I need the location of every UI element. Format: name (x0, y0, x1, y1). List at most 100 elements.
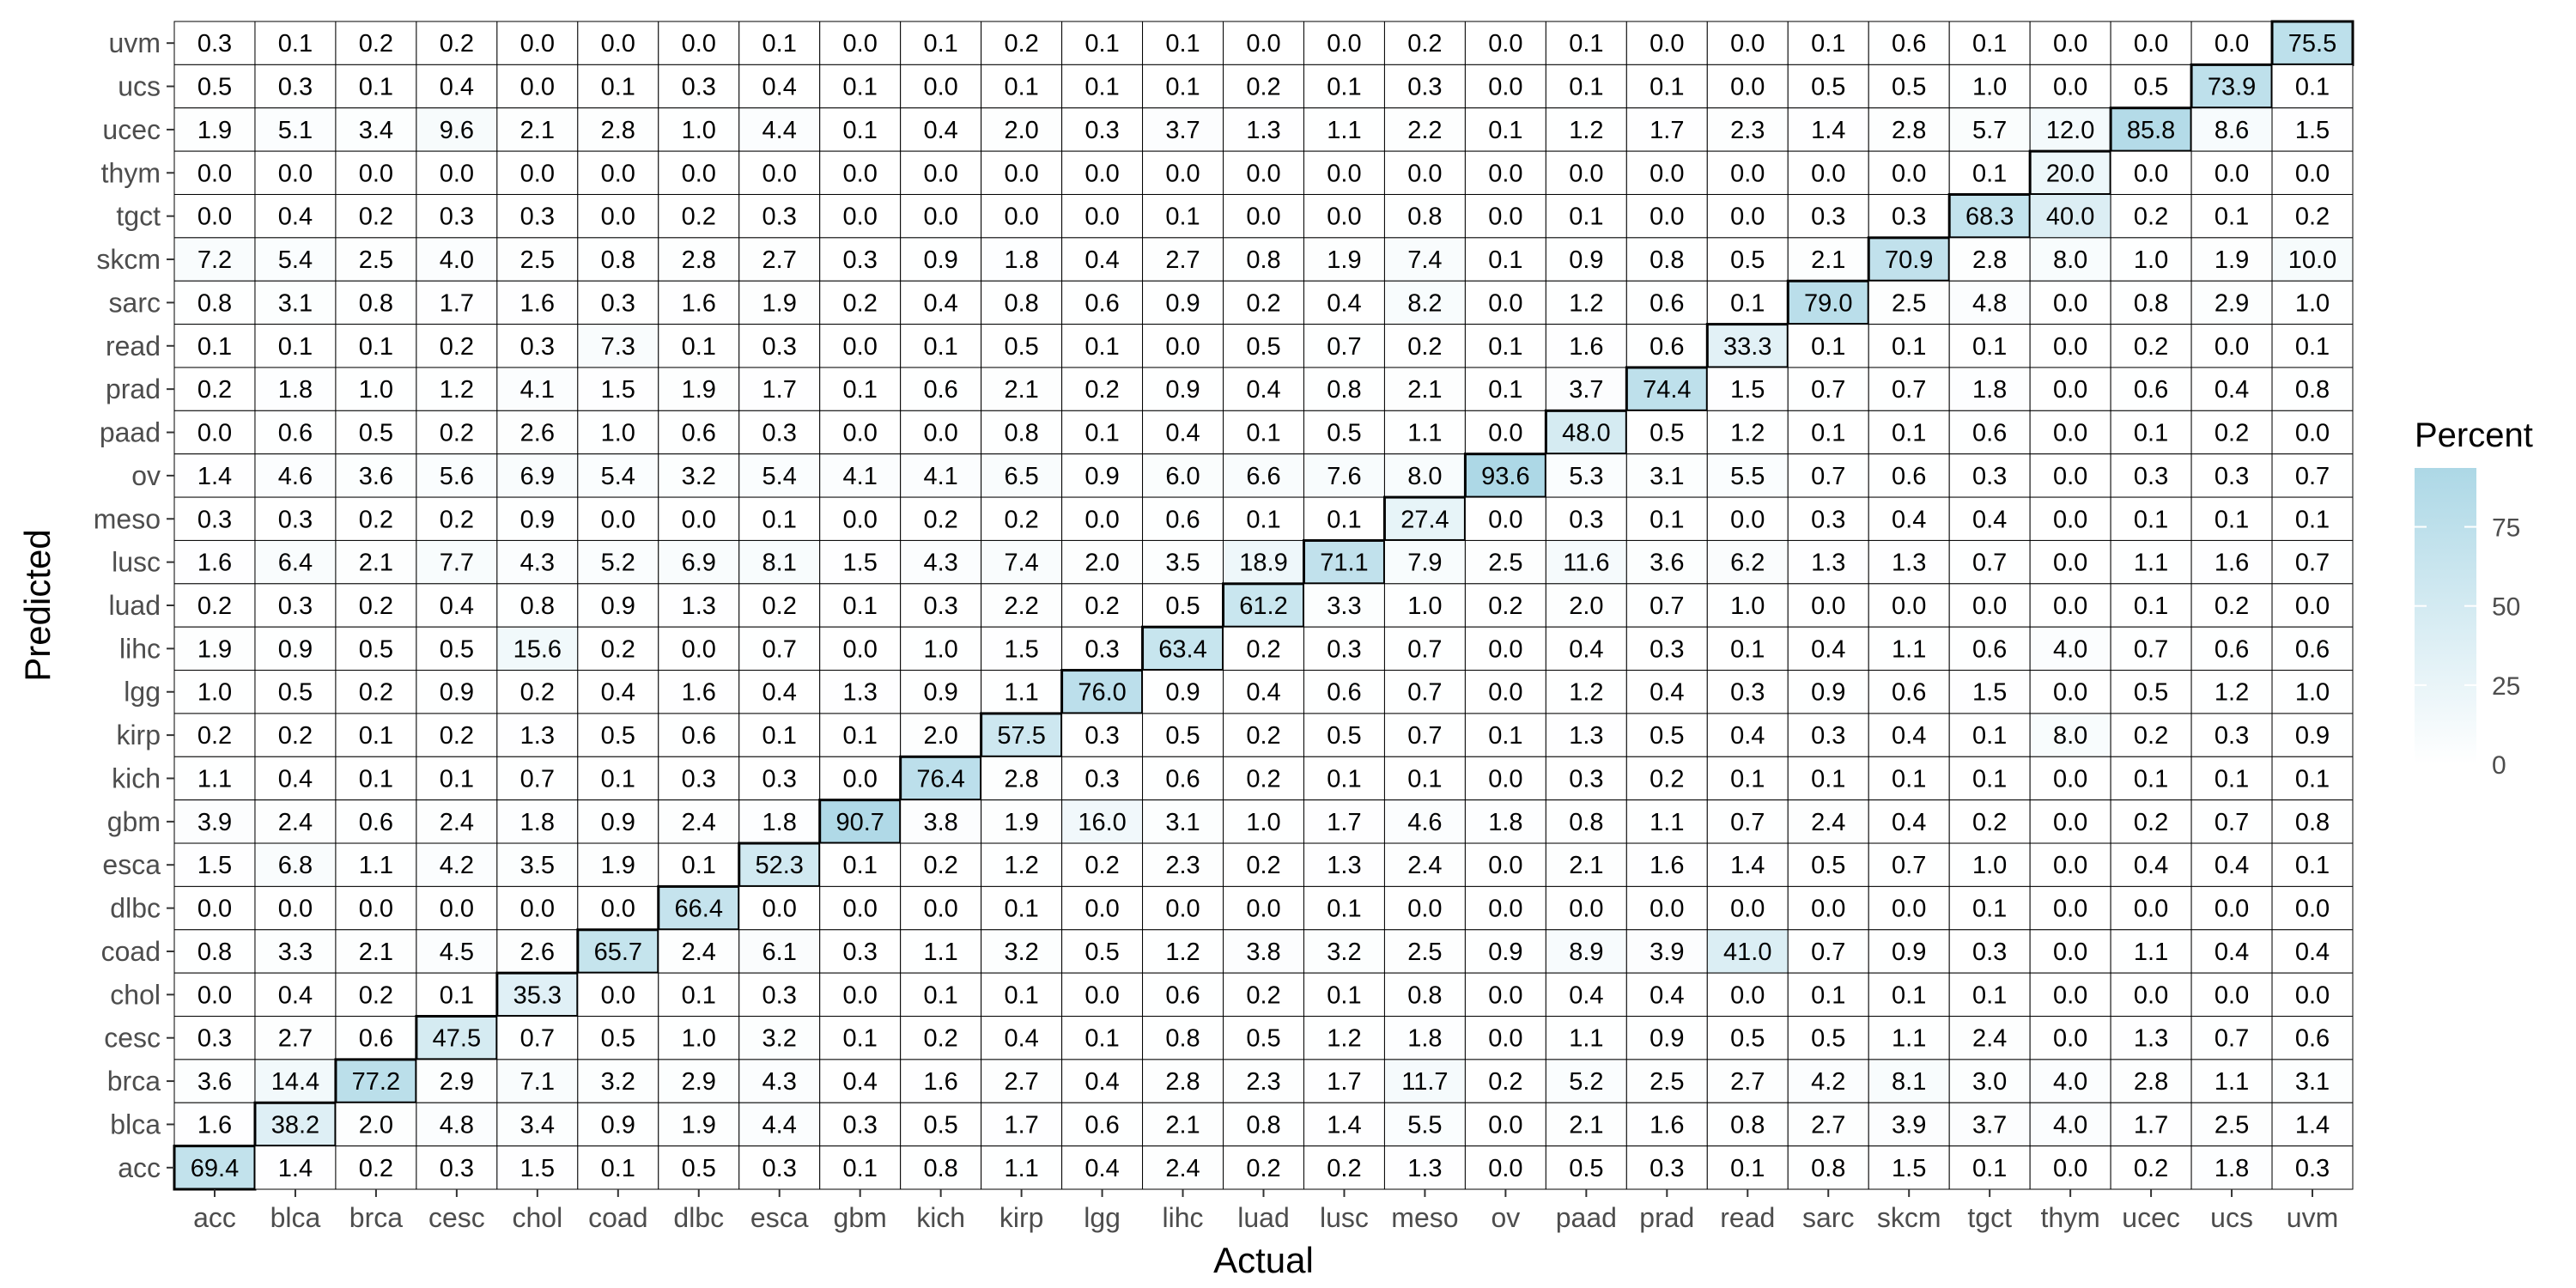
heatmap-cell (1383, 713, 1466, 757)
cell-value-label: 0.0 (843, 981, 878, 1009)
heatmap-cell (1223, 453, 1304, 498)
cell-value-label: 0.0 (1892, 592, 1926, 620)
heatmap-cell (819, 410, 902, 455)
x-tick-label: paad (1556, 1202, 1617, 1233)
cell-value-label: 0.3 (1407, 74, 1442, 101)
cell-value-label: 4.6 (278, 463, 313, 490)
cell-value-label: 0.6 (2295, 635, 2330, 663)
heatmap-cell (1948, 453, 2031, 498)
cell-value-label: 0.2 (359, 204, 393, 231)
cell-value-label: 1.9 (2215, 246, 2249, 274)
heatmap-cell (981, 237, 1063, 282)
cell-value-label: 2.1 (359, 550, 393, 577)
cell-value-label: 0.6 (359, 1025, 393, 1053)
cell-value-label: 0.7 (520, 765, 555, 793)
cell-value-label: 0.2 (197, 376, 232, 404)
cell-value-label: 2.9 (682, 1068, 716, 1096)
cell-value-label: 0.9 (2295, 722, 2330, 750)
cell-value-label: 3.5 (520, 852, 555, 879)
cell-value-label: 0.0 (1327, 204, 1361, 231)
cell-value-label: 0.3 (762, 981, 797, 1009)
heatmap-cell (1061, 539, 1144, 585)
heatmap-cell (1223, 21, 1304, 65)
heatmap-cell (2271, 453, 2354, 498)
heatmap-cell (819, 367, 902, 411)
heatmap-cell (335, 713, 417, 757)
cell-value-label: 0.1 (923, 981, 957, 1009)
cell-value-label: 1.1 (1407, 420, 1442, 447)
heatmap-cell (1303, 626, 1385, 671)
cell-value-label: 0.0 (1488, 1025, 1522, 1053)
heatmap-cell (1706, 280, 1789, 325)
cell-value-label: 35.3 (513, 981, 562, 1009)
heatmap-cell (658, 670, 740, 714)
cell-value-label: 0.8 (1004, 289, 1038, 317)
heatmap-cell (1948, 21, 2031, 65)
heatmap-cell (1223, 1102, 1304, 1147)
cell-value-label: 0.0 (1488, 679, 1522, 707)
cell-value-label: 0.1 (1327, 506, 1361, 533)
cell-value-label: 1.6 (197, 550, 232, 577)
cell-value-label: 1.0 (1407, 592, 1442, 620)
heatmap-cell (981, 64, 1063, 109)
cell-value-label: 1.8 (1488, 809, 1522, 836)
cell-value-label: 1.3 (1892, 550, 1926, 577)
heatmap-cell (738, 21, 821, 65)
cell-value-label: 0.1 (1972, 160, 2007, 187)
heatmap-cell (173, 107, 256, 152)
cell-value-label: 1.0 (359, 376, 393, 404)
heatmap-cell (1625, 150, 1708, 195)
heatmap-cell (1706, 1145, 1789, 1190)
cell-value-label: 0.7 (1892, 376, 1926, 404)
cell-value-label: 0.5 (359, 420, 393, 447)
y-tick-label: cesc (104, 1023, 161, 1054)
cell-value-label: 2.8 (1004, 765, 1038, 793)
cell-value-label: 1.1 (359, 852, 393, 879)
cell-value-label: 0.5 (1246, 1025, 1280, 1053)
heatmap-cell (1706, 193, 1789, 239)
cell-value-label: 0.9 (1488, 939, 1522, 966)
cell-value-label: 0.7 (1407, 722, 1442, 750)
cell-value-label: 6.4 (278, 550, 313, 577)
heatmap-cell (577, 1059, 659, 1103)
cell-value-label: 0.0 (2295, 896, 2330, 923)
heatmap-cell (1464, 799, 1546, 844)
cell-value-label: 2.7 (1165, 246, 1200, 274)
heatmap-cell (900, 64, 982, 109)
heatmap-cell (1142, 453, 1224, 498)
cell-value-label: 2.8 (1165, 1068, 1200, 1096)
heatmap-cell (1383, 583, 1466, 628)
cell-value-label: 90.7 (835, 809, 884, 836)
cell-value-label: 0.0 (1246, 30, 1280, 58)
cell-value-label: 0.5 (1327, 722, 1361, 750)
cell-value-label: 0.3 (197, 506, 232, 533)
cell-value-label: 0.1 (2295, 333, 2330, 361)
heatmap-cell (1868, 324, 1950, 368)
heatmap-cell (1787, 324, 1869, 368)
heatmap-cell (1142, 1102, 1224, 1147)
cell-value-label: 2.8 (1972, 246, 2007, 274)
cell-value-label: 0.0 (520, 30, 555, 58)
heatmap-cell (496, 324, 579, 368)
cell-value-label: 0.3 (1811, 722, 1845, 750)
heatmap-cell (335, 193, 417, 239)
heatmap-cell (496, 929, 579, 974)
heatmap-cell (1303, 1145, 1385, 1190)
heatmap-cell (1948, 150, 2031, 195)
heatmap-cell (577, 410, 659, 455)
cell-value-label: 0.0 (2215, 896, 2249, 923)
x-tick-label: ucec (2122, 1202, 2180, 1233)
heatmap-cell (2110, 1059, 2192, 1103)
cell-value-label: 0.1 (1327, 896, 1361, 923)
heatmap-cell (1787, 64, 1869, 109)
cell-value-label: 73.9 (2208, 74, 2256, 101)
heatmap-cell (1948, 1102, 2031, 1147)
cell-value-label: 0.0 (520, 160, 555, 187)
heatmap-cell (2190, 367, 2273, 411)
cell-value-label: 3.9 (1892, 1111, 1926, 1139)
cell-value-label: 0.0 (2295, 981, 2330, 1009)
x-tick-label: gbm (834, 1202, 887, 1233)
cell-value-label: 0.3 (1811, 506, 1845, 533)
cell-value-label: 0.8 (2295, 809, 2330, 836)
heatmap-cell (2271, 799, 2354, 844)
